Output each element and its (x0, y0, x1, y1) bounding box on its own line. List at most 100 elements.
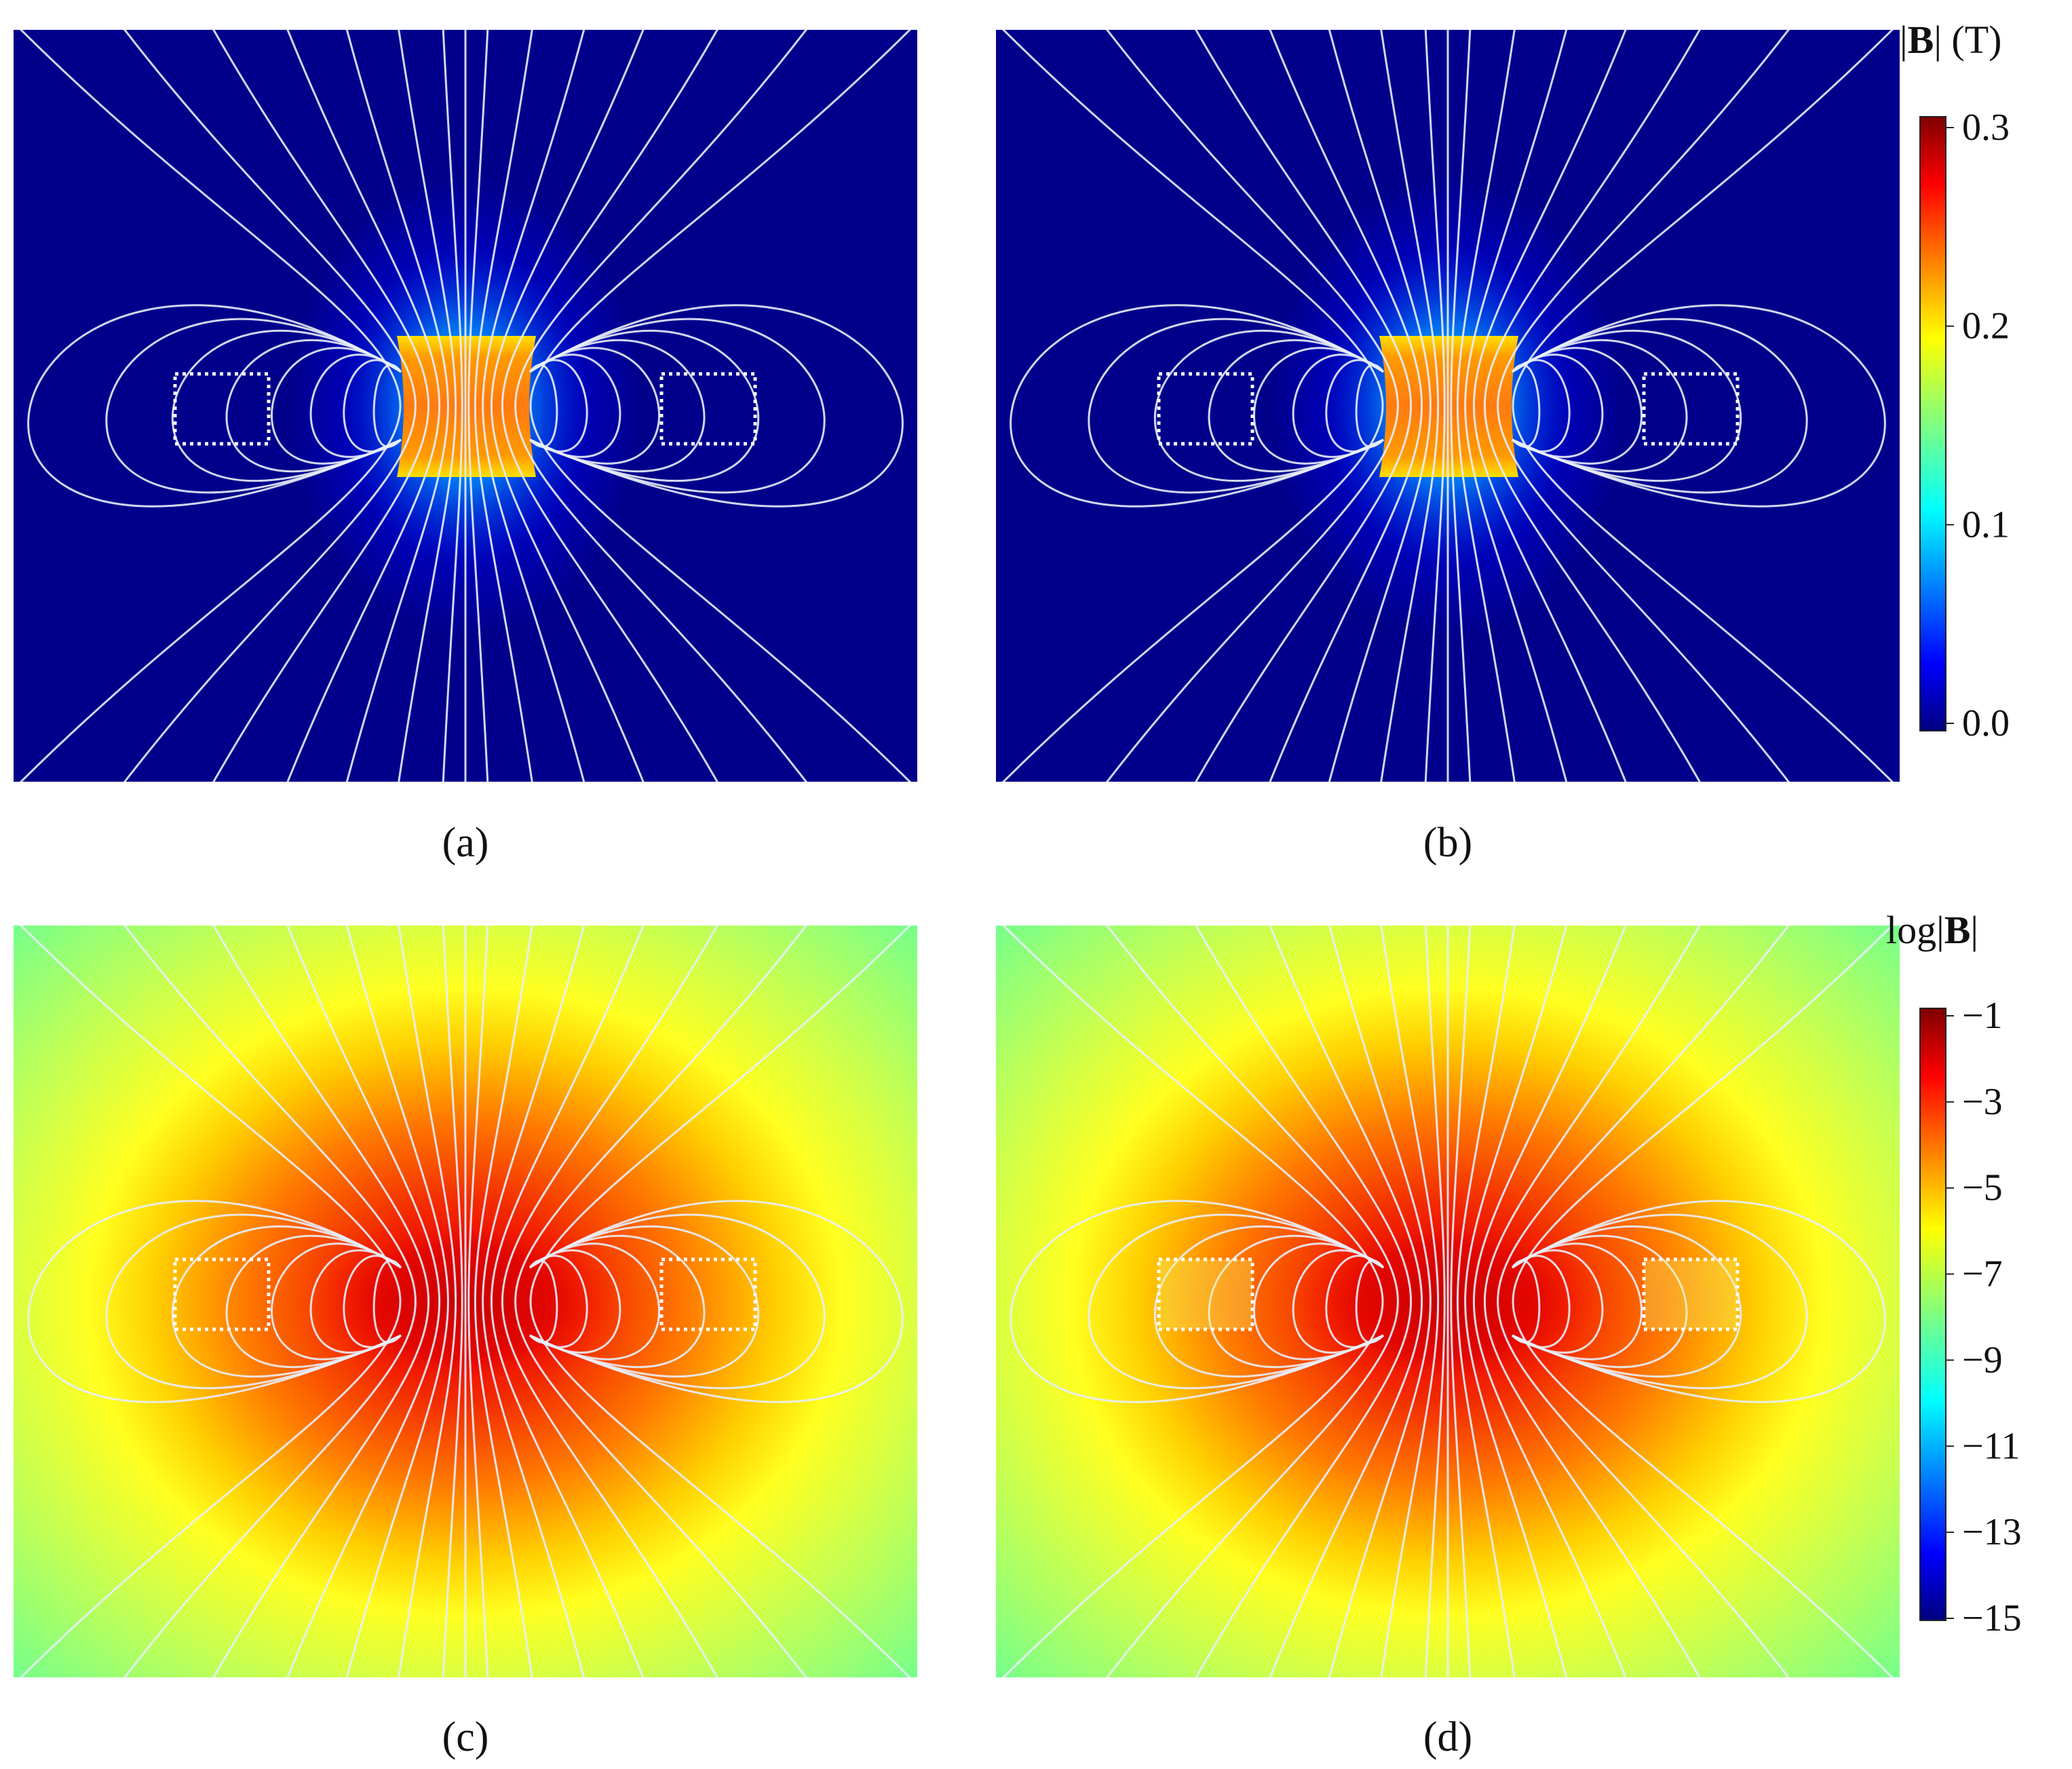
colorbar-tick-label: −3 (1962, 1081, 2003, 1123)
panel-a-heatmap (14, 30, 917, 782)
colorbar-tick-label: −13 (1962, 1511, 2022, 1553)
panel-a-right-region-marker (659, 372, 757, 446)
field-line (123, 926, 417, 1677)
field-line (309, 1249, 402, 1354)
field-line (1088, 1213, 1384, 1390)
field-line (1292, 354, 1384, 458)
field-line (529, 304, 904, 508)
colorbar-tick-label: −9 (1962, 1339, 2003, 1381)
field-line (1512, 30, 1894, 782)
field-line (286, 30, 441, 782)
field-line (1464, 30, 1568, 782)
field-line (529, 1242, 660, 1361)
field-line (529, 359, 588, 453)
field-line (286, 926, 441, 1677)
panel-b-label: (b) (1423, 820, 1472, 866)
field-line (1328, 30, 1432, 782)
field-line (529, 1200, 904, 1403)
field-line (1472, 926, 1627, 1677)
panel-a-label: (a) (442, 820, 489, 866)
field-line (1380, 926, 1440, 1677)
field-line (514, 30, 808, 782)
panel-c-heatmap (14, 926, 917, 1677)
panel-d-heatmap (996, 926, 1900, 1677)
field-line (482, 30, 586, 782)
field-line (1450, 30, 1472, 782)
panel-c-label: (c) (442, 1714, 489, 1760)
field-line (105, 1213, 402, 1390)
field-line (1292, 1249, 1384, 1354)
field-line (529, 926, 912, 1677)
colorbar-tick-label: −11 (1962, 1425, 2020, 1467)
field-line (19, 926, 402, 1677)
colorbar-tick-label: −7 (1962, 1253, 2003, 1295)
field-line (27, 304, 402, 508)
field-line (1208, 339, 1384, 473)
field-line (1497, 30, 1790, 782)
field-line (1424, 30, 1446, 782)
field-line (345, 30, 449, 782)
field-line (19, 30, 402, 782)
field-line (271, 347, 402, 465)
colorbar-log-bar (1919, 1008, 1946, 1621)
colorbar-linear-title: |B| (T) (1900, 18, 2001, 62)
field-line (27, 1200, 402, 1403)
colorbar-tick-label: 0.3 (1962, 107, 2010, 149)
field-line (1153, 330, 1384, 482)
colorbar-linear: |B| (T) 0.3 0.2 0.1 0.0 (1900, 18, 2010, 744)
colorbar-tick-label: −5 (1962, 1167, 2003, 1209)
field-line (345, 926, 449, 1677)
field-line (1483, 30, 1701, 782)
colorbar-log-ticks: −1 −3 −5 −7 −9 −11 −13 −15 (1946, 995, 2022, 1639)
field-line (225, 339, 402, 473)
field-line (1512, 1242, 1643, 1361)
field-line (212, 926, 430, 1677)
field-line (1010, 1200, 1384, 1403)
field-line (1456, 30, 1516, 782)
field-line (467, 926, 489, 1677)
colorbar-tick-label: 0.1 (1962, 503, 2010, 546)
field-line (123, 30, 417, 782)
field-line (1512, 339, 1688, 473)
colorbar-tick-label: −15 (1962, 1597, 2022, 1639)
field-line (343, 1255, 402, 1348)
field-line (398, 30, 457, 782)
field-line (212, 30, 430, 782)
field-line (1105, 926, 1399, 1677)
panel-b-right-region-marker (1642, 372, 1740, 446)
field-line (1512, 354, 1604, 458)
field-line (271, 1242, 402, 1361)
field-line (1325, 1255, 1385, 1348)
field-line (1153, 1225, 1384, 1377)
field-line (529, 354, 621, 458)
field-line (467, 30, 489, 782)
field-line (1511, 359, 1571, 453)
field-line (529, 1234, 706, 1369)
colorbar-linear-ticks: 0.3 0.2 0.1 0.0 (1946, 107, 2010, 744)
field-line (529, 339, 706, 473)
field-line (1450, 926, 1472, 1677)
panel-b-field-lines (1001, 30, 1894, 782)
colorbar-tick-label: −1 (1962, 995, 2003, 1037)
panel-a-field-lines (19, 30, 912, 782)
field-line (1010, 304, 1384, 508)
field-line (529, 1255, 588, 1348)
field-line (490, 926, 645, 1677)
field-line (1195, 30, 1413, 782)
panel-c-left-region-marker (173, 1257, 271, 1331)
field-line (1512, 1234, 1688, 1369)
panel-b-left-region-marker (1157, 372, 1254, 446)
field-line (1512, 347, 1643, 465)
field-line (529, 1213, 826, 1390)
field-line (1208, 1234, 1384, 1369)
field-line (1253, 347, 1384, 465)
panel-a-left-region-marker (173, 372, 271, 446)
field-line (105, 318, 402, 494)
panel-d-field-lines (1001, 926, 1894, 1677)
field-line (529, 318, 826, 494)
field-line (1105, 30, 1399, 782)
panel-d-left-region-marker (1157, 1257, 1254, 1331)
panel-c-right-region-marker (659, 1257, 757, 1331)
field-line (1253, 1242, 1384, 1361)
